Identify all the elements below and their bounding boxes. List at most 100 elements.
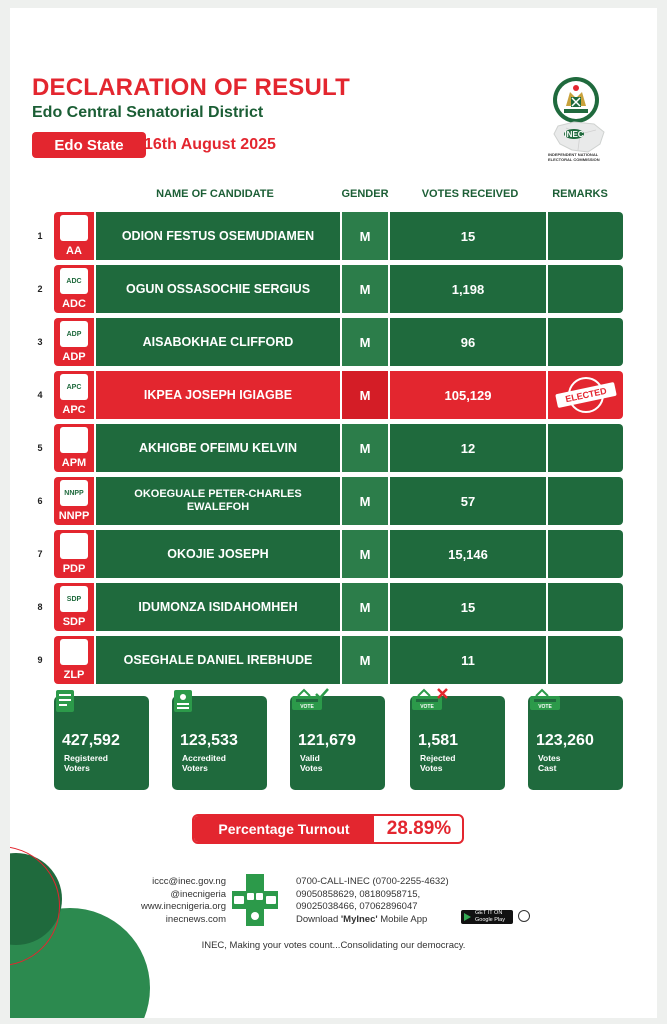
- elected-stamp: ELECTED: [554, 375, 617, 415]
- district-subtitle: Edo Central Senatorial District: [32, 104, 264, 121]
- stat-card: 123,533 Accredited Voters: [172, 690, 267, 790]
- stat-card: VOTE 1,581 Rejected Votes: [410, 688, 505, 790]
- google-play-badge[interactable]: GET IT ON Google Play: [461, 910, 513, 924]
- votes-received: 15: [390, 212, 546, 260]
- app-store-icon[interactable]: [518, 910, 530, 922]
- footer-slogan: INEC, Making your votes count...Consolid…: [201, 940, 466, 951]
- party-abbreviation: PDP: [62, 563, 86, 575]
- remarks-cell: [548, 318, 623, 366]
- row-number: 9: [37, 655, 43, 665]
- contact-news-website[interactable]: inecnews.com: [165, 913, 226, 925]
- party-cell: ZLP: [54, 636, 94, 684]
- party-abbreviation: ZLP: [63, 669, 85, 681]
- column-header-remarks: REMARKS: [552, 188, 608, 200]
- stat-card: 427,592 Registered Voters: [54, 690, 149, 790]
- votes-received: 12: [390, 424, 546, 472]
- candidate-gender: M: [342, 424, 388, 472]
- table-row: NNPP NNPP OKOEGUALE PETER-CHARLES EWALEFOH…: [54, 477, 623, 525]
- ballot-book-icon: [56, 690, 74, 712]
- turnout-box: Percentage Turnout 28.89%: [192, 814, 464, 844]
- stat-card: VOTE 123,260 Votes Cast: [528, 688, 623, 790]
- phone-numbers-1[interactable]: 09050858629, 08180958715,: [296, 888, 421, 900]
- column-header-gender: GENDER: [341, 188, 389, 200]
- party-cell: PDP: [54, 530, 94, 578]
- contact-website[interactable]: www.inecnigeria.org: [140, 901, 226, 912]
- inec-logo-icon: [553, 77, 599, 123]
- ballot-box-x-icon: VOTE: [412, 688, 448, 710]
- stat-value: 123,533: [180, 732, 238, 749]
- candidate-name: OSEGHALE DANIEL IREBHUDE: [96, 636, 340, 684]
- row-number: 7: [37, 549, 43, 559]
- svg-text:VOTE: VOTE: [300, 704, 314, 710]
- party-abbreviation: APC: [62, 404, 86, 416]
- party-abbreviation: APM: [61, 457, 87, 469]
- row-number: 8: [37, 602, 43, 612]
- remarks-cell: [548, 477, 623, 525]
- stat-label: Votes Cast: [538, 753, 561, 773]
- contact-handle[interactable]: @inecnigeria: [170, 888, 226, 900]
- ballot-box-check-icon: VOTE: [292, 688, 329, 710]
- votes-received: 11: [390, 636, 546, 684]
- phone-main[interactable]: 0700-CALL-INEC (0700-2255-4632): [296, 876, 449, 887]
- table-row: APM AKHIGBE OFEIMU KELVIN M 12: [54, 424, 623, 472]
- remarks-cell: [548, 212, 623, 260]
- remarks-cell: [548, 265, 623, 313]
- row-number: 5: [37, 443, 43, 453]
- candidate-name: OKOEGUALE PETER-CHARLES EWALEFOH: [96, 477, 340, 525]
- party-cell: NNPP NNPP: [54, 477, 94, 525]
- stat-label: Registered Voters: [64, 753, 108, 773]
- candidate-gender: M: [342, 265, 388, 313]
- column-header-votes: VOTES RECEIVED: [421, 188, 519, 200]
- candidate-gender: M: [342, 477, 388, 525]
- party-logo-icon: NNPP: [60, 480, 88, 506]
- stat-value: 427,592: [62, 732, 120, 749]
- votes-received: 105,129: [390, 371, 546, 419]
- party-logo-icon: [60, 427, 88, 453]
- row-number: 1: [37, 231, 43, 241]
- party-abbreviation: ADC: [62, 298, 86, 310]
- table-row: APC APC IKPEA JOSEPH IGIAGBE M 105,129 ELECTE…: [54, 371, 623, 419]
- stat-label: Accredited Voters: [182, 753, 226, 773]
- votes-received: 57: [390, 477, 546, 525]
- contact-right: 0700-CALL-INEC (0700-2255-4632) 09050858…: [296, 876, 526, 926]
- column-header-candidate: NAME OF CANDIDATE: [156, 188, 274, 200]
- stat-value: 123,260: [536, 732, 594, 749]
- table-row: SDP SDP IDUMONZA ISIDAHOMHEH M 15: [54, 583, 623, 631]
- phone-numbers-2[interactable]: 09025038466, 07062896047: [296, 901, 418, 912]
- candidate-gender: M: [342, 583, 388, 631]
- svg-text:VOTE: VOTE: [538, 704, 552, 710]
- nigeria-map-icon: INEC: [553, 121, 605, 153]
- remarks-cell: [548, 424, 623, 472]
- contact-left: iccc@inec.gov.ng @inecnigeria www.inecni…: [116, 876, 226, 926]
- row-number: 4: [37, 390, 43, 400]
- party-abbreviation: AA: [66, 245, 82, 257]
- party-abbreviation: ADP: [62, 351, 86, 363]
- svg-text:VOTE: VOTE: [420, 704, 434, 710]
- candidate-name: OGUN OSSASOCHIE SERGIUS: [96, 265, 340, 313]
- candidate-name: ODION FESTUS OSEMUDIAMEN: [96, 212, 340, 260]
- table-row: PDP OKOJIE JOSEPH M 15,146: [54, 530, 623, 578]
- candidate-gender: M: [342, 212, 388, 260]
- remarks-cell: ELECTED: [548, 371, 623, 419]
- table-row: ADP ADP AISABOKHAE CLIFFORD M 96: [54, 318, 623, 366]
- social-media-icons: [232, 874, 278, 926]
- turnout-value: 28.89%: [386, 818, 452, 839]
- result-sheet: DECLARATION OF RESULT Edo Central Senato…: [10, 8, 657, 1018]
- row-number: 6: [37, 496, 43, 506]
- contact-email[interactable]: iccc@inec.gov.ng: [152, 876, 226, 887]
- stat-card: VOTE 121,679 Valid Votes: [290, 688, 385, 790]
- ballot-box-icon: VOTE: [530, 688, 560, 710]
- party-cell: ADP ADP: [54, 318, 94, 366]
- votes-received: 96: [390, 318, 546, 366]
- page-title: DECLARATION OF RESULT: [32, 74, 350, 101]
- stat-value: 121,679: [298, 732, 356, 749]
- accredited-card-icon: [174, 690, 192, 712]
- party-logo-icon: SDP: [60, 586, 88, 612]
- party-cell: AA: [54, 212, 94, 260]
- party-logo-icon: APC: [60, 374, 88, 400]
- turnout-label: Percentage Turnout: [194, 816, 374, 842]
- party-logo-icon: ADC: [60, 268, 88, 294]
- party-cell: ADC ADC: [54, 265, 94, 313]
- candidate-name: IKPEA JOSEPH IGIAGBE: [96, 371, 340, 419]
- candidate-name: OKOJIE JOSEPH: [96, 530, 340, 578]
